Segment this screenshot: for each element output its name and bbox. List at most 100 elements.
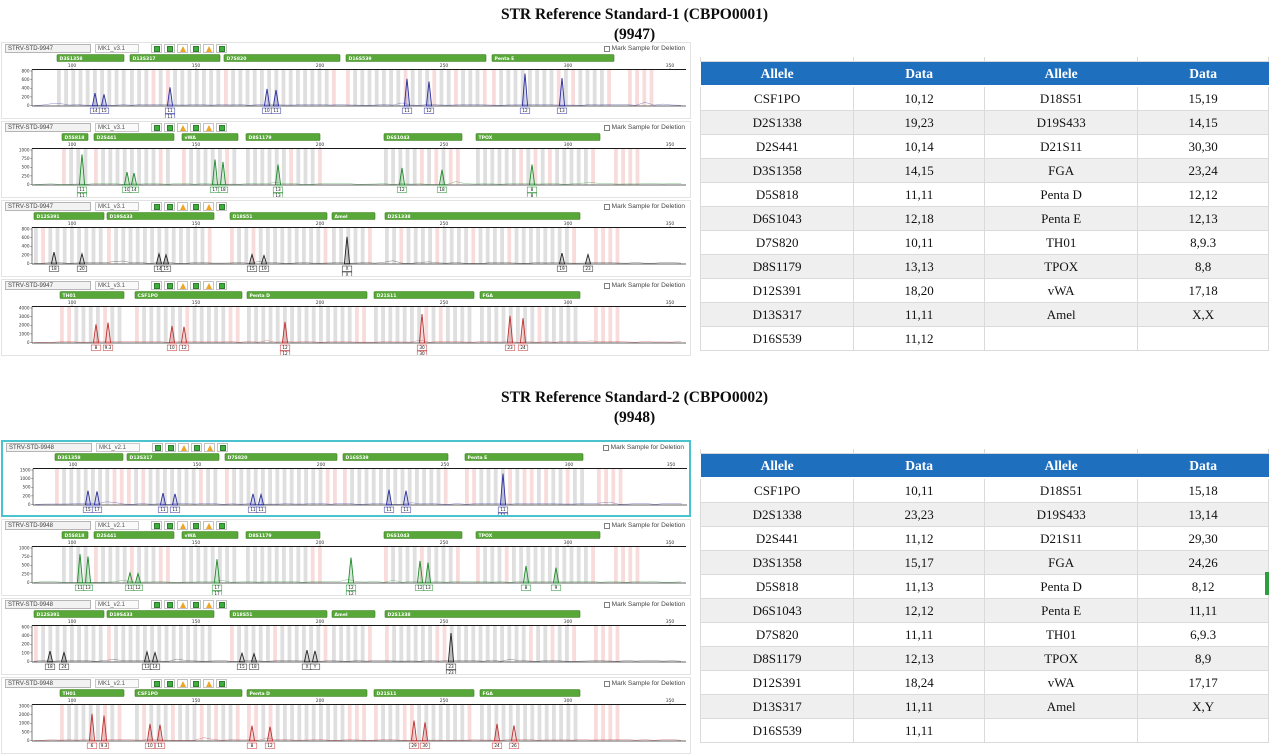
allele-call-box [517,344,529,351]
mark-sample-checkbox[interactable] [603,45,610,52]
pass-flag-button[interactable] [190,600,201,609]
allele-call-label: 20 [79,266,85,271]
locus-bar [384,212,581,220]
pass-flag-button[interactable] [164,123,175,132]
warning-flag-button[interactable] [177,521,188,530]
warning-flag-button[interactable] [203,521,214,530]
warning-flag-button[interactable] [203,679,214,688]
bin-stripe [431,307,436,343]
table-cell: D2S1338 [699,110,855,135]
pass-flag-button[interactable] [190,123,201,132]
column-header: Allele [984,61,1138,87]
bin-stripe [604,469,608,505]
y-tick-label: 100 [22,650,30,655]
pass-square-icon [192,45,199,52]
allele-call-label: 18 [439,187,445,192]
pass-flag-button[interactable] [190,679,201,688]
mark-sample-checkbox[interactable] [603,124,610,131]
warning-flag-button[interactable] [203,44,214,53]
pass-flag-button[interactable] [152,443,163,452]
pass-flag-button[interactable] [190,281,201,290]
bin-stripe [238,70,243,106]
warning-flag-button[interactable] [177,679,188,688]
bin-stripe [536,626,540,662]
mark-sample-checkbox[interactable] [603,522,610,529]
bin-stripe [360,70,365,106]
warning-flag-button[interactable] [177,281,188,290]
pass-flag-button[interactable] [190,521,201,530]
mark-sample-checkbox[interactable] [603,203,610,210]
peak [180,326,188,344]
pass-flag-button[interactable] [216,521,227,530]
warning-flag-button[interactable] [178,443,189,452]
trace-header: STRV-STD-9948 MK1_v2.1 Mark Sample for Del… [3,442,689,453]
pass-flag-button[interactable] [151,600,162,609]
pass-flag-button[interactable] [151,679,162,688]
pass-flag-button[interactable] [151,123,162,132]
locus-bar [245,531,321,539]
table-cell: D8S1179 [699,254,855,279]
pass-flag-button[interactable] [151,44,162,53]
bin-stripe [281,70,286,106]
warning-flag-button[interactable] [203,202,214,211]
pass-flag-button[interactable] [151,521,162,530]
pass-flag-button[interactable] [216,123,227,132]
bin-stripe [332,70,336,106]
mark-sample-checkbox[interactable] [603,282,610,289]
warning-flag-button[interactable] [203,600,214,609]
locus-bar [61,531,89,539]
warning-flag-button[interactable] [203,281,214,290]
bin-stripe [467,307,472,343]
bin-stripe [143,228,147,264]
bin-stripe [438,705,443,741]
bin-stripe [282,149,286,185]
pass-flag-button[interactable] [217,443,228,452]
bin-stripe [178,307,182,343]
pass-flag-button[interactable] [216,600,227,609]
pass-flag-button[interactable] [216,202,227,211]
pass-flag-button[interactable] [164,202,175,211]
pass-square-icon [153,124,160,131]
bin-stripe [472,469,476,505]
bin-stripe [185,705,190,741]
pass-flag-button[interactable] [164,679,175,688]
pass-flag-button[interactable] [164,44,175,53]
allele-call-label: 10 [124,187,130,192]
pass-flag-button[interactable] [216,679,227,688]
pass-flag-button[interactable] [151,281,162,290]
warning-flag-button[interactable] [177,123,188,132]
pass-square-icon [166,680,173,687]
mark-sample-checkbox[interactable] [602,444,609,451]
warning-flag-button[interactable] [177,44,188,53]
bin-stripe [548,547,552,583]
warning-flag-button[interactable] [177,600,188,609]
pass-flag-button[interactable] [165,443,176,452]
bin-stripe [77,228,81,264]
pass-flag-button[interactable] [151,202,162,211]
allele-call-label: 10 [169,345,175,350]
bin-stripe [601,705,605,741]
pass-flag-button[interactable] [191,443,202,452]
allele-call-box [102,344,114,351]
warning-flag-button[interactable] [203,123,214,132]
pass-flag-button[interactable] [164,600,175,609]
bin-stripe [62,228,67,264]
mark-sample-checkbox[interactable] [603,680,610,687]
pass-flag-button[interactable] [164,281,175,290]
pass-flag-button[interactable] [216,281,227,290]
pass-flag-button[interactable] [164,521,175,530]
pass-flag-button[interactable] [216,44,227,53]
bin-stripe [34,626,38,662]
allele-call-label: 18 [47,664,53,669]
bin-stripe [566,307,571,343]
mark-sample-checkbox[interactable] [603,601,610,608]
table-cell [1137,718,1269,743]
pass-flag-button[interactable] [190,202,201,211]
bin-stripe [368,626,372,662]
trace-header: STRV-STD-9947 MK1_v3.1 Mark Sample for Del… [2,43,690,54]
pass-flag-button[interactable] [190,44,201,53]
x-tick-label: 200 [316,63,325,69]
warning-flag-button[interactable] [177,202,188,211]
bin-stripe [266,228,270,264]
warning-flag-button[interactable] [204,443,215,452]
